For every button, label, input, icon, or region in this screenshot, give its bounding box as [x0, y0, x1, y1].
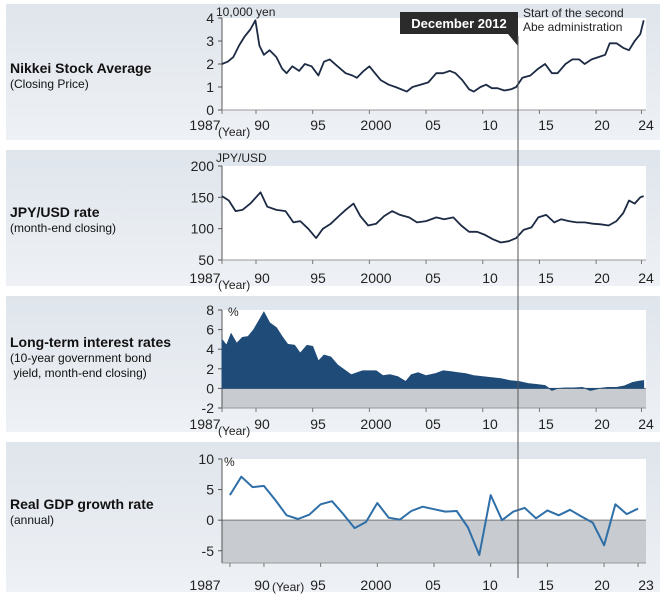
- y-tick-label-0-4: 4: [206, 10, 214, 26]
- line-series-0: [221, 19, 645, 93]
- x-tick-label-2-6: 15: [538, 416, 554, 432]
- x-tick-label-1-2: 95: [310, 270, 326, 286]
- y-tick-label-1-1: 100: [191, 221, 215, 237]
- year-label-0: (Year): [218, 125, 250, 139]
- x-tick-label-1-6: 15: [538, 270, 554, 286]
- annotation: December 2012 Start of the second Abe ad…: [400, 6, 624, 46]
- x-tick-label-3-6: 15: [538, 577, 554, 593]
- annotation-label-box: [400, 12, 518, 34]
- annotation-note-line1: Start of the second: [523, 6, 624, 20]
- interest-rate-subtitle-2: yield, month-end closing): [10, 366, 147, 380]
- negative-region-3: [222, 520, 646, 563]
- year-label-3: (Year): [272, 580, 304, 594]
- x-tick-label-2-1: 90: [254, 416, 270, 432]
- y-tick-label-2-3: 4: [206, 341, 214, 357]
- y-tick-label-3-2: 5: [206, 482, 214, 498]
- interest-rate-subtitle-1: (10-year government bond: [10, 351, 152, 365]
- x-tick-label-2-5: 10: [482, 416, 498, 432]
- x-tick-label-0-3: 2000: [360, 117, 391, 133]
- x-tick-label-0-0: 1987: [189, 117, 220, 133]
- y-tick-label-1-0: 50: [198, 252, 214, 268]
- x-tick-label-3-2: 95: [310, 577, 326, 593]
- line-series-3: [229, 475, 639, 556]
- x-tick-label-1-7: 20: [594, 270, 610, 286]
- x-tick-label-0-1: 90: [254, 117, 270, 133]
- x-tick-label-2-0: 1987: [189, 416, 220, 432]
- x-tick-label-0-5: 10: [482, 117, 498, 133]
- y-tick-label-2-1: 0: [206, 380, 214, 396]
- y-tick-label-0-2: 2: [206, 56, 214, 72]
- y-tick-label-1-2: 150: [191, 189, 215, 205]
- y-tick-label-2-5: 8: [206, 302, 214, 318]
- negative-region-2: [222, 388, 646, 408]
- x-tick-label-0-4: 05: [425, 117, 441, 133]
- y-tick-label-3-1: 0: [206, 512, 214, 528]
- line-series-1: [221, 191, 644, 244]
- x-tick-label-0-8: 24: [638, 117, 654, 133]
- y-tick-label-2-0: -2: [202, 400, 215, 416]
- x-tick-label-2-2: 95: [310, 416, 326, 432]
- y-tick-label-0-0: 0: [206, 102, 214, 118]
- plot-area-1: [222, 166, 646, 260]
- x-tick-label-3-0: 1987: [189, 577, 220, 593]
- jpy-usd-subtitle: (month-end closing): [10, 221, 117, 235]
- x-tick-label-3-5: 10: [482, 577, 498, 593]
- unit-label-1: JPY/USD: [216, 151, 267, 165]
- x-tick-label-3-4: 05: [425, 577, 441, 593]
- x-tick-label-0-7: 20: [594, 117, 610, 133]
- x-tick-label-1-5: 10: [482, 270, 498, 286]
- x-tick-label-1-4: 05: [425, 270, 441, 286]
- gdp-subtitle: (annual): [10, 513, 55, 527]
- x-tick-label-3-3: 2000: [360, 577, 391, 593]
- annotation-note-line2: Abe administration: [523, 20, 622, 34]
- unit-label-2: %: [228, 305, 239, 319]
- x-tick-label-2-3: 2000: [360, 416, 391, 432]
- area-series-2: [221, 311, 645, 391]
- nikkei-title: Nikkei Stock Average: [10, 60, 152, 76]
- x-tick-label-0-6: 15: [538, 117, 554, 133]
- annotation-pointer: [508, 34, 518, 46]
- jpy-usd-title: JPY/USD rate: [10, 204, 100, 220]
- x-tick-label-1-0: 1987: [189, 270, 220, 286]
- x-tick-label-3-7: 20: [594, 577, 610, 593]
- interest-rate-title: Long-term interest rates: [10, 334, 172, 350]
- unit-label-3: %: [224, 455, 235, 469]
- year-label-1: (Year): [218, 278, 250, 292]
- y-tick-label-3-0: -5: [202, 543, 215, 559]
- y-tick-label-2-4: 6: [206, 322, 214, 338]
- nikkei-subtitle: (Closing Price): [10, 77, 89, 91]
- annotation-label: December 2012: [411, 16, 506, 31]
- gdp-title: Real GDP growth rate: [10, 496, 154, 512]
- x-tick-label-3-1: 90: [254, 577, 270, 593]
- y-tick-label-1-3: 200: [191, 158, 215, 174]
- x-tick-label-0-2: 95: [310, 117, 326, 133]
- x-tick-label-2-8: 24: [638, 416, 654, 432]
- x-tick-label-1-3: 2000: [360, 270, 391, 286]
- x-tick-label-3-8: 23: [638, 577, 654, 593]
- y-tick-label-2-2: 2: [206, 361, 214, 377]
- x-tick-label-2-7: 20: [594, 416, 610, 432]
- year-label-2: (Year): [218, 424, 250, 438]
- x-tick-label-1-8: 24: [638, 270, 654, 286]
- y-tick-label-0-3: 3: [206, 33, 214, 49]
- x-tick-label-2-4: 05: [425, 416, 441, 432]
- y-tick-label-3-3: 10: [198, 451, 214, 467]
- unit-label-0: 10,000 yen: [216, 5, 275, 19]
- y-tick-label-0-1: 1: [206, 79, 214, 95]
- x-tick-label-1-1: 90: [254, 270, 270, 286]
